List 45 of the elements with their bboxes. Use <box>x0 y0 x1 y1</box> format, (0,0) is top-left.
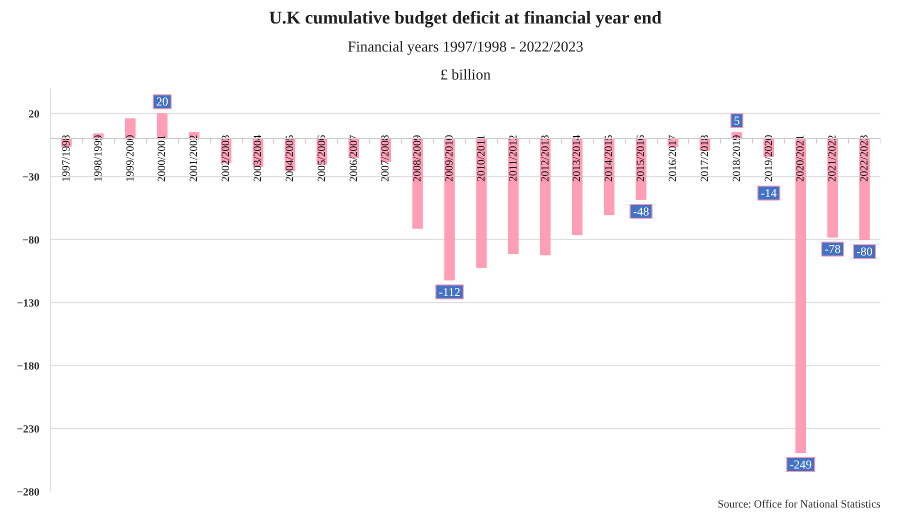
x-tick-label: 2004/2005 <box>284 134 296 182</box>
x-tick-label: 2016/2017 <box>667 134 679 182</box>
y-tick-label: −80 <box>22 234 40 247</box>
data-label: -112 <box>438 284 460 299</box>
x-tick-label: 2014/2015 <box>603 134 616 182</box>
x-tick-label: 2017/2018 <box>698 134 711 182</box>
data-label: -80 <box>856 244 873 259</box>
x-tick-label: 2015/2016 <box>635 134 648 182</box>
data-label: -249 <box>790 457 812 472</box>
y-tick-label: −280 <box>16 486 40 498</box>
x-tick-label: 2005/2006 <box>316 134 328 182</box>
x-tick-label: 2010/2011 <box>475 134 488 182</box>
data-label: 5 <box>734 114 740 128</box>
chart-subtitle: Financial years 1997/1998 - 2022/2023 <box>348 40 584 56</box>
x-tick-label: 2001/2002 <box>188 134 200 182</box>
x-tick-label: 2000/2001 <box>156 134 168 182</box>
x-tick-label: 2008/2009 <box>412 134 424 182</box>
x-tick-label: 2018/2019 <box>730 134 743 182</box>
y-tick-label: −180 <box>16 360 40 373</box>
x-tick-label: 2019/2020 <box>762 134 775 182</box>
source-note: Source: Office for National Statistics <box>718 498 880 510</box>
y-axis-title: £ billion <box>440 68 492 84</box>
y-tick-label: −230 <box>16 424 40 436</box>
x-tick-label: 2011/2012 <box>507 134 520 182</box>
x-tick-label: 1998/1999 <box>92 134 104 182</box>
data-label: -14 <box>760 186 777 200</box>
y-tick-label: 20 <box>28 108 40 121</box>
x-tick-label: 2020/2021 <box>794 134 807 182</box>
x-tick-label: 2009/2010 <box>444 134 456 182</box>
x-tick-label: 2007/2008 <box>380 134 392 182</box>
x-tick-label: 2013/2014 <box>571 134 584 182</box>
x-tick-label: 2022/2023 <box>858 134 871 182</box>
x-tick-label: 2003/2004 <box>252 134 264 182</box>
y-tick-label: −130 <box>16 298 40 310</box>
data-label: -48 <box>633 204 650 218</box>
chart-title: U.K cumulative budget deficit at financial year end <box>269 8 662 28</box>
x-tick-label: 2021/2022 <box>826 134 839 182</box>
data-label: 20 <box>156 94 168 109</box>
y-tick-label: −30 <box>22 172 40 184</box>
x-tick-label: 1999/2000 <box>124 134 136 182</box>
x-tick-label: 2006/2007 <box>348 134 360 182</box>
x-tick-label: 1997/1998 <box>60 134 72 182</box>
data-label: -78 <box>824 242 841 256</box>
x-tick-label: 2012/2013 <box>539 134 552 182</box>
x-tick-label: 2002/2003 <box>220 134 232 182</box>
